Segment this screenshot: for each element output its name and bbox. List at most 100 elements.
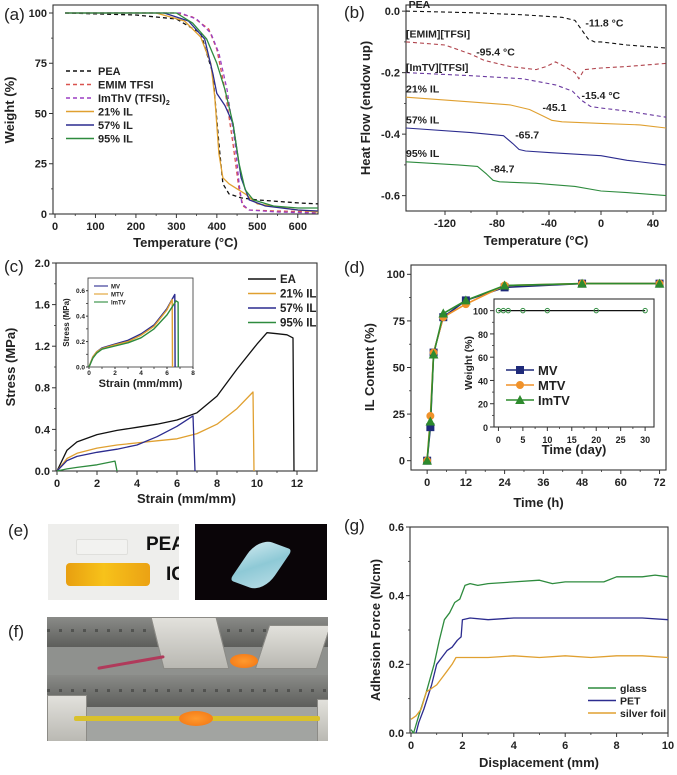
- y-tick-label: 50: [35, 108, 47, 120]
- y-tick-label: 0.2: [76, 339, 85, 346]
- y-tick-label: 0.2: [389, 659, 404, 671]
- y-tick-label: 0.4: [76, 313, 85, 320]
- inset-y-axis-label: Weight (%): [463, 336, 475, 390]
- x-tick-label: 0: [598, 218, 604, 230]
- x-tick-label: 400: [208, 221, 226, 233]
- x-tick-label: 600: [289, 221, 307, 233]
- x-axis-label: Temperature (°C): [484, 233, 589, 248]
- annotation-label: [ImTV][TFSI]: [406, 62, 468, 74]
- chart-panel-g: 0 2 4 6 8 10 0.0 0.2 0.4 0.6 (g) Displacement (mm) A…: [344, 516, 674, 770]
- y-tick-label: 0.0: [385, 6, 400, 18]
- y-tick-label: 40: [478, 376, 488, 386]
- y-tick-label: 75: [35, 58, 47, 70]
- upper-knot: [230, 654, 258, 668]
- right-upper-clamp: [254, 625, 328, 669]
- annotation-label: -65.7: [515, 130, 539, 142]
- x-tick-label: 60: [615, 477, 627, 489]
- annotation-label: -15.4 °C: [582, 90, 621, 102]
- x-tick-label: 4: [134, 478, 141, 490]
- y-axis-label: IL Content (%): [362, 323, 377, 411]
- annotation-label: -45.1: [543, 102, 567, 114]
- panel-label-d: (d): [344, 258, 365, 277]
- x-axis-label: Displacement (mm): [479, 755, 599, 770]
- panel-label-b: (b): [344, 3, 365, 22]
- panel-label-g: (g): [344, 516, 365, 535]
- x-tick-label: 6: [562, 740, 568, 752]
- y-tick-label: 60: [478, 353, 488, 363]
- x-tick-label: 20: [591, 435, 601, 445]
- left-upper-clamp: [150, 617, 230, 669]
- x-tick-label: 4: [511, 740, 518, 752]
- inset-background: [88, 278, 193, 367]
- data-point-imtv: [425, 416, 436, 426]
- x-axis-label: Temperature (°C): [133, 235, 238, 250]
- annotation-label: -95.4 °C: [476, 47, 515, 59]
- series-line-95-il: [405, 161, 667, 197]
- fiber-knot: [179, 711, 213, 726]
- inset-data-point: [520, 307, 526, 314]
- curved-film: [229, 537, 293, 593]
- series-line-21-il: [65, 12, 319, 213]
- x-tick-label: 24: [498, 477, 511, 489]
- series-line--emim-tfsi-: [405, 41, 667, 80]
- series-line-imtv: [88, 300, 179, 368]
- chart-panel-a: 0 100 200 300 400 500 600 0 25 50 75 100 (a) Temperat…: [2, 4, 319, 250]
- data-point-imtv: [461, 295, 471, 305]
- photo-pea-ig-films: PEA IG: [48, 524, 179, 600]
- x-tick-label: 10: [542, 435, 552, 445]
- y-tick-label: -0.6: [381, 190, 400, 202]
- inset-data-point: [505, 307, 511, 314]
- y-tick-label: 0.0: [389, 728, 404, 740]
- x-tick-label: 0: [408, 740, 414, 752]
- y-axis-label: Weight (%): [2, 77, 17, 144]
- legend-label: 95% IL: [280, 318, 316, 330]
- legend-label: 95% IL: [98, 134, 133, 146]
- y-tick-label: 80: [478, 330, 488, 340]
- ig-film: [66, 563, 150, 586]
- inset-chart-c: 0 2 4 6 8 0.0 0.2 0.4 0.6 Strain (mm/mm) Stress (M…: [62, 277, 195, 390]
- x-tick-label: 25: [616, 435, 626, 445]
- panel-label-f: (f): [8, 622, 24, 641]
- plot-frame: [405, 4, 667, 212]
- series-line-pea: [405, 10, 667, 49]
- annotation-label: 95% IL: [406, 148, 440, 160]
- photo-tensile-fixture: [47, 617, 328, 741]
- y-axis-label: Adhesion Force (N/cm): [368, 559, 383, 701]
- lower-rail-scale: [47, 689, 328, 692]
- series-line-57-il: [405, 127, 667, 166]
- y-tick-label: 2.0: [35, 258, 50, 270]
- x-tick-label: 48: [576, 477, 588, 489]
- x-tick-label: 8: [191, 370, 195, 377]
- legend-label: PET: [620, 696, 641, 708]
- legend-label: ImTV: [538, 393, 570, 408]
- panel-label-a: (a): [4, 5, 25, 24]
- x-tick-label: 0: [424, 477, 430, 489]
- panel-label-c: (c): [4, 257, 24, 276]
- inset-chart-d: 0 5 10 15 20 25 30 0 20 40 60 80 100 Time (day) Weight…: [463, 298, 655, 457]
- y-tick-label: 1.2: [35, 341, 50, 353]
- x-tick-label: 8: [614, 740, 620, 752]
- plot-frame: [493, 298, 655, 428]
- annotation-label: -11.8 °C: [585, 18, 623, 30]
- inset-data-point: [593, 307, 599, 314]
- series-line-57-il: [56, 415, 196, 472]
- chart-panel-b: -120 -80 -40 0 40 0.0 -0.2 -0.4 -0.6 (b) Temperatu…: [344, 0, 667, 248]
- x-tick-label: 5: [520, 435, 525, 445]
- legend-subscript: 2: [166, 100, 170, 107]
- x-tick-label: 500: [248, 221, 266, 233]
- x-tick-label: 2: [113, 370, 117, 377]
- x-tick-label: 36: [537, 477, 549, 489]
- data-point-imtv: [654, 278, 665, 288]
- series-line-pet: [415, 617, 669, 734]
- y-tick-label: 100: [387, 269, 405, 281]
- y-tick-label: 0.6: [389, 522, 404, 534]
- y-tick-label: 0.0: [76, 364, 85, 371]
- panel-label-e: (e): [8, 521, 29, 540]
- x-tick-label: 2: [459, 740, 465, 752]
- legend-label: 57% IL: [98, 120, 133, 132]
- y-tick-label: 0.6: [76, 288, 85, 295]
- legend-label: PEA: [98, 66, 121, 78]
- y-tick-label: -0.2: [381, 67, 400, 79]
